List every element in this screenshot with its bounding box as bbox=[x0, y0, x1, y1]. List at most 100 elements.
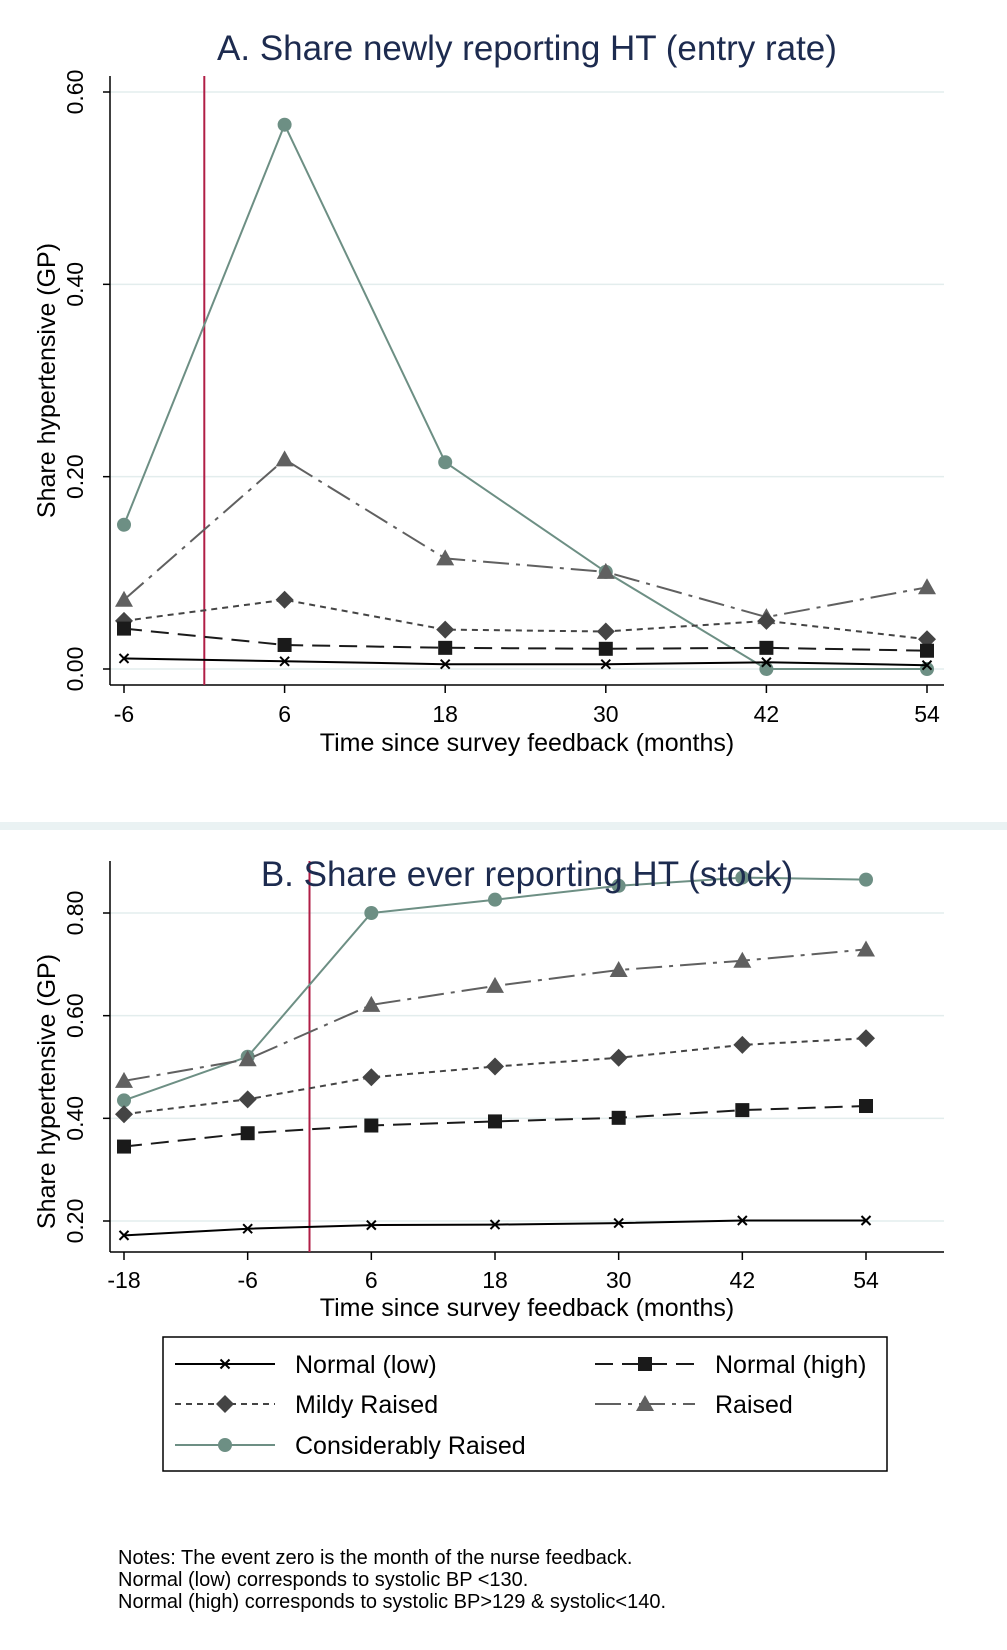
y-axis-label: Share hypertensive (GP) bbox=[33, 243, 61, 518]
circle-marker bbox=[117, 1093, 131, 1108]
data-point bbox=[918, 578, 936, 595]
data-point bbox=[279, 656, 290, 667]
triangle-marker bbox=[238, 1050, 257, 1067]
x-marker-stroke bbox=[761, 657, 772, 668]
circle-marker bbox=[218, 1438, 232, 1452]
triangle-marker bbox=[609, 960, 628, 977]
data-point bbox=[609, 960, 628, 977]
x-marker-stroke bbox=[219, 1358, 231, 1370]
data-point bbox=[857, 1029, 875, 1048]
series-line bbox=[123, 657, 928, 667]
x-tick-label: 54 bbox=[853, 1267, 879, 1293]
x-tick-label: 18 bbox=[432, 701, 458, 727]
square-marker bbox=[488, 1114, 502, 1129]
triangle-marker bbox=[857, 940, 875, 957]
x-marker-stroke bbox=[279, 656, 290, 667]
legend-item-normal-high: Normal (high) bbox=[595, 1351, 866, 1379]
square-marker bbox=[364, 1118, 379, 1133]
triangle-marker bbox=[733, 951, 752, 968]
data-point bbox=[735, 870, 750, 885]
data-point bbox=[277, 637, 292, 652]
data-point bbox=[238, 1050, 257, 1067]
legend-label: Raised bbox=[715, 1391, 793, 1419]
data-point bbox=[238, 1090, 257, 1109]
legend-label: Normal (low) bbox=[295, 1351, 437, 1379]
y-tick-label: 0.80 bbox=[62, 891, 88, 936]
data-point bbox=[489, 1219, 501, 1230]
triangle-marker bbox=[596, 562, 615, 579]
legend-item-normal-low: Normal (low) bbox=[175, 1351, 437, 1379]
square-marker bbox=[611, 1110, 626, 1125]
diamond-marker bbox=[238, 1090, 257, 1109]
data-point bbox=[759, 640, 774, 655]
data-point bbox=[486, 1057, 504, 1076]
data-point bbox=[611, 878, 626, 893]
x-tick-label: 6 bbox=[365, 1267, 378, 1293]
x-marker-stroke bbox=[921, 659, 933, 671]
y-tick-label: 0.40 bbox=[62, 262, 88, 307]
x-axis-label: Time since survey feedback (months) bbox=[320, 1294, 735, 1322]
chart-panel-b: 0.20 0.40 0.60 0.80 -18 -6 6 18 30 42 54 B. Share e… bbox=[33, 855, 944, 1322]
legend-swatch-marker bbox=[636, 1395, 654, 1411]
data-point bbox=[596, 622, 615, 641]
data-point bbox=[857, 940, 875, 957]
data-point bbox=[277, 117, 292, 132]
square-marker bbox=[240, 1126, 255, 1141]
series-line bbox=[123, 598, 928, 641]
y-tick-label: 0.20 bbox=[62, 454, 88, 499]
data-point bbox=[439, 658, 451, 670]
series-raised bbox=[115, 940, 875, 1088]
data-point bbox=[118, 1230, 130, 1241]
data-point bbox=[488, 892, 502, 907]
note-line: Normal (low) corresponds to systolic BP … bbox=[118, 1569, 529, 1591]
y-tick-label: 0.60 bbox=[62, 993, 88, 1038]
circle-marker bbox=[277, 117, 292, 132]
data-point bbox=[600, 658, 612, 670]
x-tick-label: -6 bbox=[114, 701, 134, 727]
triangle-marker bbox=[636, 1395, 654, 1411]
diamond-marker bbox=[486, 1057, 504, 1076]
circle-marker bbox=[488, 892, 502, 907]
series-line bbox=[123, 458, 928, 619]
circle-marker bbox=[735, 870, 750, 885]
data-point bbox=[364, 1118, 379, 1133]
data-point bbox=[611, 1110, 626, 1125]
legend-box bbox=[162, 1336, 888, 1472]
y-tick-label: 0.20 bbox=[62, 1199, 88, 1244]
diamond-marker bbox=[733, 1035, 752, 1054]
x-tick-label: 54 bbox=[914, 701, 940, 727]
x-axis-label: Time since survey feedback (months) bbox=[320, 729, 735, 757]
legend-item-mildly-raised: Mildy Raised bbox=[175, 1391, 438, 1419]
note-line: Normal (high) corresponds to systolic BP… bbox=[118, 1591, 667, 1613]
chart-title: B. Share ever reporting HT (stock) bbox=[261, 855, 793, 894]
x-tick-label: 42 bbox=[754, 701, 780, 727]
data-point bbox=[115, 1071, 133, 1088]
data-point bbox=[364, 906, 379, 920]
y-tick-label: 0.40 bbox=[62, 1096, 88, 1141]
data-point bbox=[438, 455, 453, 470]
data-point bbox=[436, 620, 455, 639]
series-normal-high bbox=[117, 621, 934, 658]
x-marker-stroke bbox=[600, 658, 612, 670]
series-line bbox=[123, 1219, 866, 1237]
data-point bbox=[859, 1099, 873, 1114]
triangle-marker bbox=[275, 450, 294, 467]
data-point bbox=[598, 641, 613, 656]
series-normal-high bbox=[117, 1099, 873, 1154]
triangle-marker bbox=[115, 590, 133, 607]
data-point bbox=[761, 657, 772, 668]
legend-swatch-marker bbox=[218, 1438, 232, 1452]
square-marker bbox=[759, 640, 774, 655]
data-point bbox=[275, 450, 294, 467]
data-point bbox=[488, 1114, 502, 1129]
data-point bbox=[115, 590, 133, 607]
data-point bbox=[486, 976, 504, 993]
data-point bbox=[596, 562, 615, 579]
y-axis-label: Share hypertensive (GP) bbox=[33, 954, 61, 1229]
data-point bbox=[759, 662, 774, 676]
series-mildly-raised bbox=[115, 1029, 875, 1124]
square-marker bbox=[598, 641, 613, 656]
square-marker bbox=[277, 637, 292, 652]
data-point bbox=[436, 549, 455, 566]
x-tick-label: 30 bbox=[593, 701, 619, 727]
